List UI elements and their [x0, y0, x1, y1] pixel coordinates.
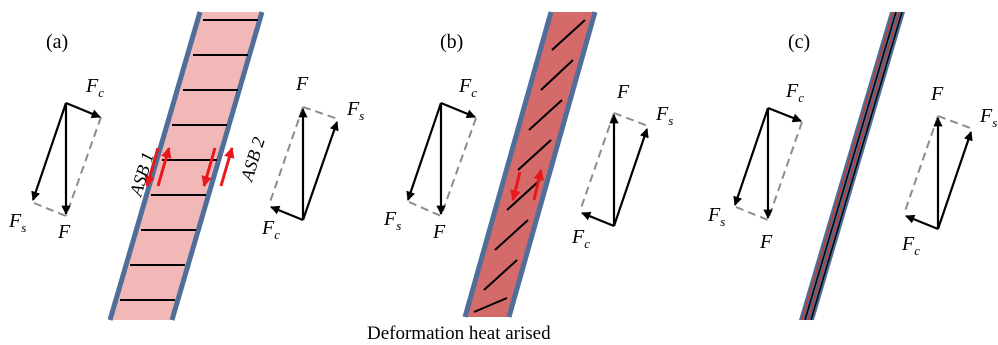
svg-text:Fs: Fs: [346, 98, 364, 123]
vector-Fc: [65, 101, 101, 119]
label-Fs-sub-b-r: s: [668, 113, 673, 128]
vector-Fs: [301, 121, 339, 221]
force-diagram-b-right: F Fs Fc: [571, 81, 673, 251]
band-b-hatches: [473, 19, 586, 313]
panel-b-label: (b): [440, 31, 463, 53]
svg-text:Fs: Fs: [707, 204, 725, 229]
label-F-a-l: F: [57, 221, 71, 243]
force-diagram-a-right: F Fs Fc: [261, 73, 364, 242]
label-Fc-sub-c-r: c: [914, 243, 920, 258]
label-Fc-a-r: F: [261, 217, 275, 239]
label-Fs-sub-a-l: s: [21, 220, 26, 235]
label-Fs-sub-b-l: s: [396, 218, 401, 233]
band-c-layers: [801, 11, 903, 321]
svg-text:Fc: Fc: [458, 75, 477, 100]
panel-c: (c) Fc Fs F F F: [707, 11, 997, 321]
label-F-c-l: F: [759, 231, 773, 253]
vector-Fc: [270, 205, 304, 222]
label-Fc-sub-a-l: c: [98, 85, 104, 100]
vector-Fs: [733, 107, 770, 206]
label-Fs-sub-c-r: s: [992, 115, 997, 130]
band-a-rungs: [120, 19, 258, 301]
label-F-b-l: F: [432, 221, 446, 243]
shear-band-b: [462, 11, 598, 318]
label-Fs-b-l: F: [383, 208, 397, 230]
label-Fc-sub-b-l: c: [471, 85, 477, 100]
force-diagram-c-left: Fc Fs F: [707, 80, 804, 253]
label-Fs-a-r: F: [346, 98, 360, 120]
label-Fc-c-r: F: [901, 233, 915, 255]
label-Fc-sub-b-r: c: [584, 236, 590, 251]
force-diagram-a-left: Fc Fs F: [8, 75, 104, 243]
label-Fc-a-l: F: [85, 75, 99, 97]
label-Fs-c-l: F: [707, 204, 721, 226]
label-Fs-b-r: F: [655, 103, 669, 125]
label-Fc-sub-a-r: c: [274, 227, 280, 242]
vector-Fs: [406, 102, 443, 201]
asb2-label: ASB 2: [236, 135, 268, 184]
vector-Fs: [612, 128, 649, 227]
shear-arrows-a: [144, 146, 235, 188]
svg-text:Fc: Fc: [901, 233, 920, 258]
svg-text:Fc: Fc: [785, 80, 804, 105]
label-Fc-c-l: F: [785, 80, 799, 102]
panel-a: (a) AS: [8, 11, 364, 321]
label-Fs-c-r: F: [979, 105, 993, 127]
vector-Fs: [936, 131, 973, 230]
vector-Fs: [31, 102, 68, 201]
label-F-c-r: F: [930, 83, 944, 105]
vector-Fc: [905, 214, 939, 231]
force-diagram-c-right: F Fs Fc: [901, 83, 997, 258]
label-F-a-r: F: [295, 73, 309, 95]
vector-Fc: [581, 211, 615, 228]
panel-c-label: (c): [788, 31, 810, 53]
shear-arrows-b: [510, 168, 545, 202]
svg-text:Fs: Fs: [979, 105, 997, 130]
svg-text:Fc: Fc: [85, 75, 104, 100]
label-Fs-sub-c-l: s: [720, 214, 725, 229]
figure-caption: Deformation heat arised: [367, 323, 551, 344]
label-Fc-b-l: F: [458, 75, 472, 97]
panel-b: (b): [383, 11, 673, 318]
svg-text:Fs: Fs: [655, 103, 673, 128]
label-Fc-sub-c-l: c: [798, 90, 804, 105]
svg-text:Fc: Fc: [571, 226, 590, 251]
vector-Fc: [440, 101, 476, 119]
svg-text:Fs: Fs: [383, 208, 401, 233]
svg-text:Fs: Fs: [8, 210, 26, 235]
label-Fs-sub-a-r: s: [359, 108, 364, 123]
label-Fs-a-l: F: [8, 210, 22, 232]
label-Fc-b-r: F: [571, 226, 585, 248]
svg-text:Fc: Fc: [261, 217, 280, 242]
label-F-b-r: F: [616, 81, 630, 103]
shear-band-a: [107, 11, 265, 321]
vector-Fc: [767, 106, 802, 123]
panel-a-label: (a): [46, 31, 68, 53]
shear-band-c: [799, 11, 905, 321]
force-diagram-b-left: Fc Fs F: [383, 75, 477, 243]
